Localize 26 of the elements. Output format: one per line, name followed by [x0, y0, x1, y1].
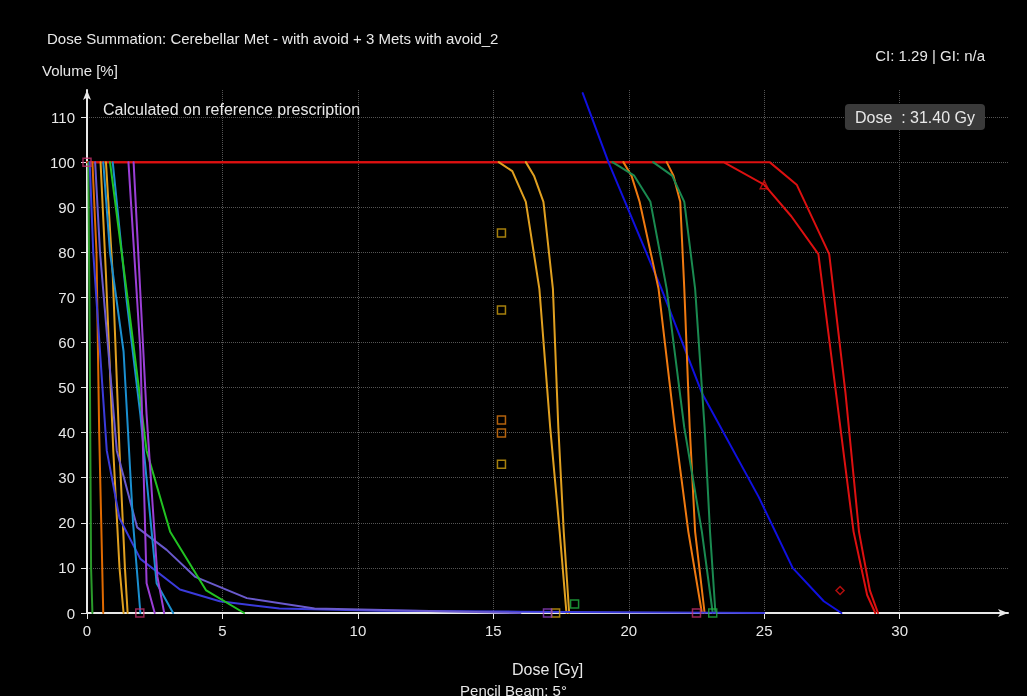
y-tick-label: 80	[58, 243, 75, 261]
chart-title: Dose Summation: Cerebellar Met - with avoid + 3 Mets with avoid_2	[47, 30, 499, 47]
y-tick-label: 20	[58, 514, 75, 532]
x-tick-label: 0	[82, 622, 92, 639]
x-tick-label: 15	[484, 622, 502, 639]
x-tick-label: 30	[891, 622, 908, 639]
text: Pencil Beam: 5°	[460, 682, 567, 696]
y-tick-label: 40	[58, 424, 75, 442]
y-tick-label: 110	[51, 108, 75, 126]
x-tick-label: 10	[349, 622, 367, 639]
y-tick-label: 70	[58, 288, 75, 306]
y-tick-label: 50	[58, 379, 75, 397]
y-tick-label: 30	[58, 469, 75, 487]
text: CI: 1.29 | GI: n/a	[875, 47, 986, 64]
y-tick-label: 90	[58, 198, 75, 216]
y-tick-label: 60	[58, 333, 75, 351]
y-axis-title: Volume [%]	[42, 62, 118, 79]
y-tick-label: 0	[66, 604, 75, 622]
x-tick-label: 20	[620, 622, 638, 639]
annotation: Dose : 31.40 Gy	[854, 108, 975, 126]
annotation: Calculated on reference prescription	[103, 100, 361, 118]
x-tick-label: 25	[755, 622, 773, 639]
x-tick-label: 5	[218, 622, 227, 639]
x-axis-title: Dose [Gy]	[511, 660, 584, 678]
y-tick-label: 100	[49, 153, 75, 171]
y-tick-label: 10	[58, 559, 75, 577]
